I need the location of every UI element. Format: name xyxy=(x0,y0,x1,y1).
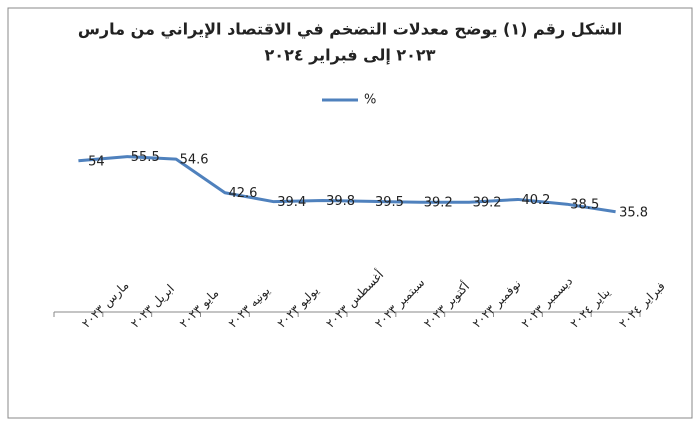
data-label: 38.5 xyxy=(570,198,599,213)
data-label: 54 xyxy=(88,154,105,169)
data-label: 35.8 xyxy=(619,205,648,220)
chart-title: ٢٠٢٣ إلى فبراير ٢٠٢٤ xyxy=(265,46,436,65)
data-label: 55.5 xyxy=(131,150,160,165)
data-label: 39.4 xyxy=(277,195,306,210)
legend-label: % xyxy=(364,93,376,108)
data-label: 42.6 xyxy=(228,186,257,201)
data-label: 39.5 xyxy=(375,195,404,210)
data-label: 39.8 xyxy=(326,194,355,209)
chart-title: الشكل رقم (١) يوضح معدلات التضخم في الاق… xyxy=(78,20,622,40)
data-label: 39.2 xyxy=(424,196,453,211)
data-label: 54.6 xyxy=(180,153,209,168)
data-label: 39.2 xyxy=(473,196,502,211)
line-series xyxy=(78,155,616,214)
data-label: 40.2 xyxy=(521,193,550,208)
chart-border xyxy=(7,7,693,419)
